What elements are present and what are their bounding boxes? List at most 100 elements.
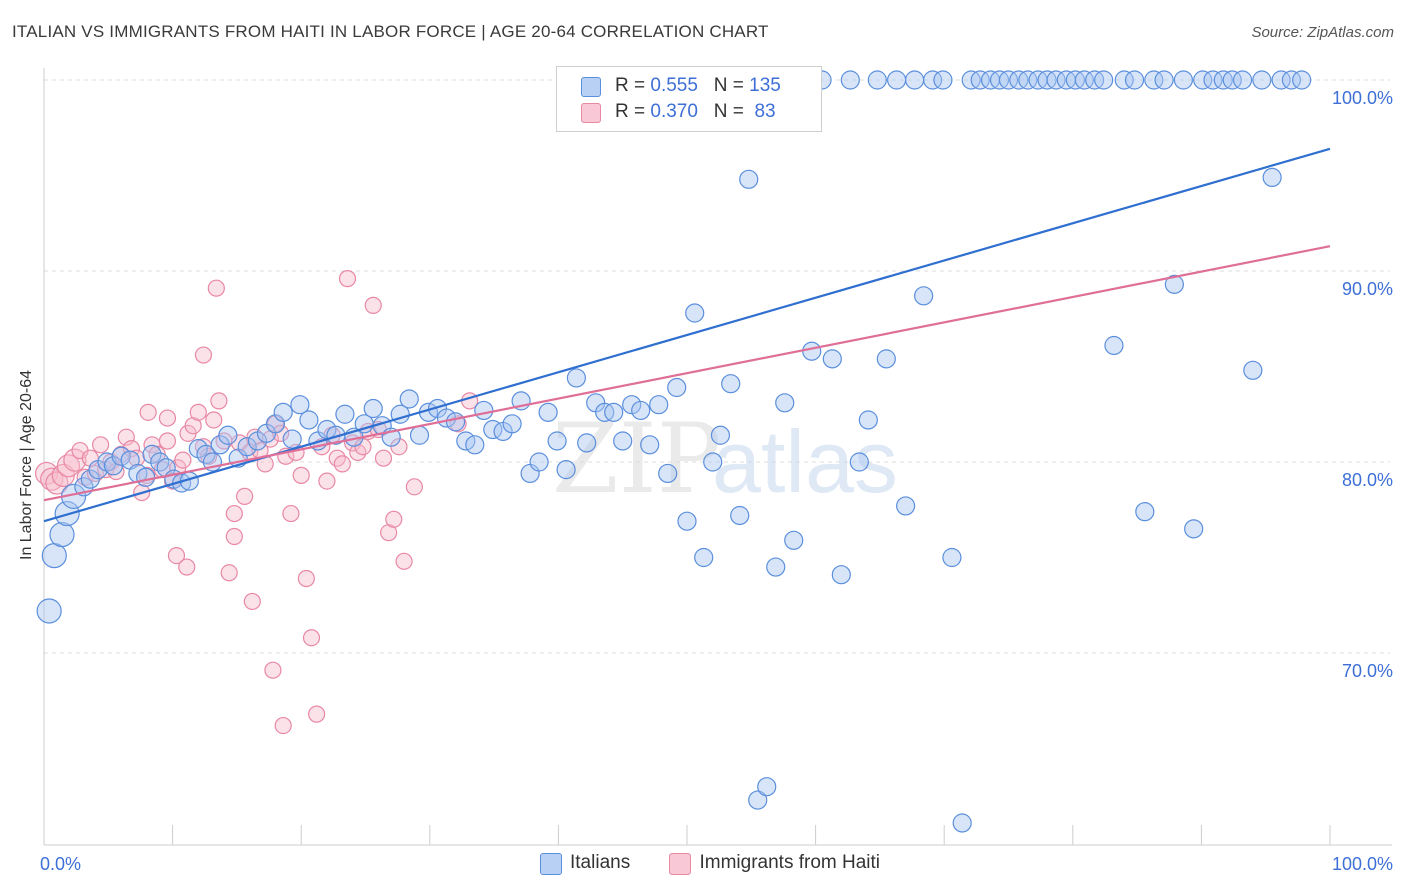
data-point: [942, 547, 962, 568]
data-point: [196, 444, 216, 464]
data-point: [1114, 70, 1134, 90]
data-point: [1203, 70, 1223, 90]
data-point: [45, 471, 69, 495]
trend-lines: [43, 147, 1331, 523]
series-label-italians: Italians: [570, 852, 631, 873]
data-point: [1135, 502, 1155, 522]
data-point: [220, 564, 238, 582]
data-point: [194, 346, 213, 364]
data-point: [849, 452, 869, 472]
data-point: [721, 374, 741, 394]
data-point: [677, 511, 697, 531]
data-point: [142, 444, 162, 464]
data-point: [103, 456, 124, 476]
source-credit: Source: ZipAtlas.com: [1251, 24, 1394, 41]
data-point: [210, 392, 228, 410]
data-point: [502, 414, 522, 434]
data-point: [139, 403, 157, 421]
data-point: [802, 341, 822, 361]
data-point: [364, 296, 382, 314]
legend-r-value: 0.370: [650, 101, 698, 122]
data-point: [1252, 70, 1272, 90]
data-point: [1243, 360, 1263, 380]
data-point: [282, 429, 302, 449]
data-point: [188, 439, 208, 459]
data-point: [1173, 70, 1193, 90]
data-point: [335, 404, 355, 424]
data-point: [210, 435, 230, 455]
data-point: [1144, 70, 1164, 90]
data-point: [694, 547, 714, 568]
data-point: [952, 813, 972, 833]
data-point: [923, 70, 943, 90]
data-point: [207, 279, 225, 297]
data-point: [667, 377, 687, 398]
data-point: [1222, 70, 1242, 90]
data-point: [297, 569, 315, 588]
data-point: [1164, 274, 1184, 294]
data-point: [1104, 335, 1124, 356]
data-point: [775, 393, 795, 413]
axes: [43, 68, 1392, 846]
data-point: [784, 530, 804, 550]
data-point: [290, 395, 310, 415]
data-point: [318, 472, 336, 490]
data-point: [205, 411, 223, 429]
data-point: [1094, 70, 1114, 90]
data-point: [273, 402, 293, 422]
data-point: [1184, 519, 1204, 539]
y-axis-label: In Labor Force | Age 20-64: [18, 369, 35, 560]
data-point: [703, 452, 723, 472]
data-point: [649, 395, 669, 415]
data-point: [739, 169, 759, 189]
data-point: [933, 70, 953, 90]
data-point: [292, 466, 310, 484]
legend-r-value: 0.555: [650, 75, 698, 96]
legend-n-value: 135: [749, 75, 781, 96]
trend-line-italians: [43, 147, 1331, 523]
data-point: [225, 504, 243, 523]
data-point: [887, 70, 907, 90]
data-point: [474, 400, 494, 421]
data-point: [445, 412, 466, 432]
data-point: [282, 504, 300, 523]
data-point: [529, 452, 549, 472]
x-tick-label: 100.0%: [1332, 854, 1393, 874]
data-point: [566, 368, 587, 388]
data-point: [465, 435, 485, 455]
data-point: [710, 425, 731, 445]
data-point: [36, 598, 62, 624]
data-point: [1018, 70, 1038, 90]
data-point: [405, 478, 423, 496]
data-point: [658, 463, 678, 484]
tick-labels: 100.0% 90.0% 80.0% 70.0% 0.0% 100.0%: [40, 88, 1393, 874]
data-point: [1232, 70, 1253, 90]
data-point: [876, 349, 896, 369]
data-point: [1074, 70, 1094, 90]
series-legend-italians: Italians: [540, 852, 631, 875]
legend-swatch-italians: [581, 77, 601, 97]
series-swatch-haiti: [669, 853, 692, 875]
data-point: [858, 410, 878, 430]
data-point: [63, 448, 87, 472]
data-point: [556, 460, 576, 480]
data-point: [757, 777, 777, 797]
data-point: [237, 437, 257, 457]
data-point: [265, 414, 286, 434]
data-point: [91, 436, 110, 454]
legend-r-label: R =: [615, 101, 646, 122]
data-point: [766, 557, 786, 577]
data-point: [158, 409, 177, 427]
data-point: [174, 451, 192, 469]
data-point: [49, 521, 75, 548]
data-point: [840, 70, 860, 90]
y-tick-label: 80.0%: [1342, 470, 1393, 490]
y-tick-label: 100.0%: [1332, 88, 1393, 108]
data-point: [80, 469, 100, 489]
correlation-legend: R = 0.555 N = 135 R = 0.370 N = 83: [556, 66, 822, 132]
y-tick-label: 70.0%: [1342, 661, 1393, 681]
data-point: [1046, 70, 1066, 90]
data-point: [577, 433, 597, 453]
data-point: [1124, 70, 1145, 90]
